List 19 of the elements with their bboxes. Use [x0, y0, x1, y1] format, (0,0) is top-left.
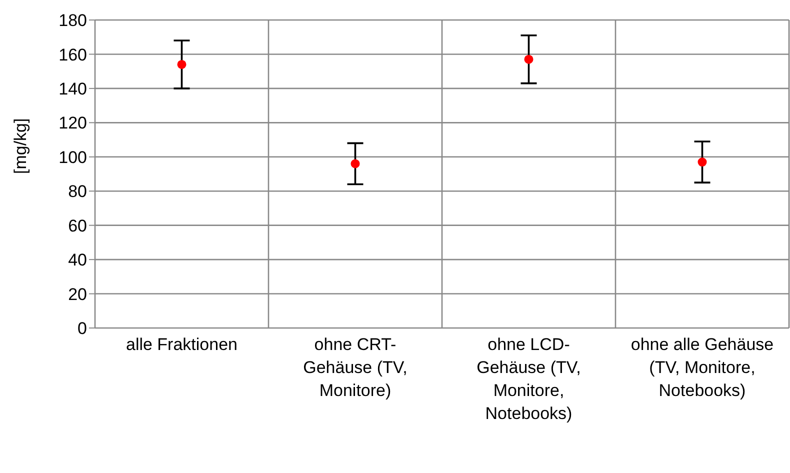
y-tick-label: 80	[68, 182, 87, 202]
x-tick-label: alle Fraktionen	[126, 335, 238, 354]
y-tick-label: 100	[58, 148, 87, 167]
y-tick-label: 180	[58, 11, 87, 30]
y-tick-label: 120	[58, 114, 87, 133]
x-tick-label: ohne LCD-Gehäuse (TV, Monitore, Notebooks)	[476, 335, 581, 423]
point	[698, 158, 707, 167]
y-tick-label: 60	[68, 216, 87, 236]
x-tick-label: ohne CRT-Gehäuse (TV, Monitore)	[303, 335, 408, 400]
y-tick-label: 40	[68, 250, 87, 270]
x-tick-label: ohne alle Gehäuse (TV, Monitore, Notebooks)	[630, 335, 774, 400]
y-axis-title: [mg/kg]	[11, 118, 30, 174]
y-tick-label: 160	[58, 45, 87, 64]
point	[524, 54, 534, 64]
y-tick-label: 20	[68, 284, 87, 304]
point	[177, 60, 186, 69]
y-tick-label: 140	[58, 79, 87, 98]
point	[350, 159, 360, 168]
y-tick-label: 0	[78, 319, 87, 338]
